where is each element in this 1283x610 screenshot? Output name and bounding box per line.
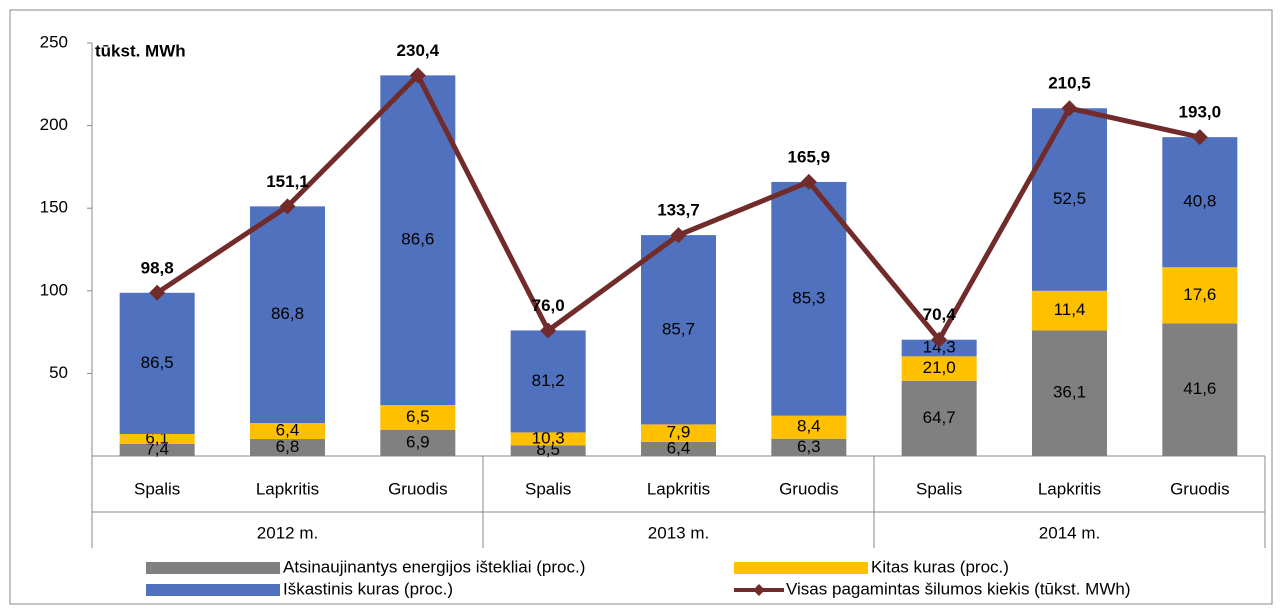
bar-value-label: 52,5	[1053, 189, 1086, 208]
total-value-label: 165,9	[788, 147, 831, 166]
x-tick-label: Gruodis	[388, 479, 448, 498]
total-value-label: 210,5	[1048, 74, 1091, 93]
total-marker	[149, 284, 166, 301]
total-value-label: 230,4	[397, 41, 440, 60]
bar-value-label: 17,6	[1183, 285, 1216, 304]
y-tick-label: 100	[40, 280, 68, 299]
bar-value-label: 7,9	[667, 423, 691, 442]
total-marker	[279, 198, 296, 215]
bar-segment	[380, 404, 456, 430]
total-value-label: 193,0	[1179, 103, 1222, 122]
bar-value-label: 11,4	[1054, 300, 1086, 319]
bar-segment	[641, 424, 716, 442]
x-tick-label: Gruodis	[1170, 479, 1230, 498]
total-marker	[931, 331, 948, 348]
bar-segment	[901, 339, 977, 357]
bar-segment	[250, 439, 325, 456]
bar-segment	[901, 356, 977, 381]
y-tick-label: 200	[40, 115, 68, 134]
total-value-label: 133,7	[657, 201, 700, 220]
bar-segment	[510, 432, 586, 446]
bar-segment	[119, 292, 195, 434]
total-marker	[409, 67, 426, 84]
legend-label: Iškastinis kuras (proc.)	[283, 579, 453, 598]
bar-value-label: 86,8	[271, 304, 304, 323]
bar-value-label: 8,4	[797, 417, 821, 436]
total-marker	[1191, 129, 1208, 146]
legend-label: Kitas kuras (proc.)	[871, 557, 1009, 576]
bar-segment	[1032, 330, 1107, 456]
bar-segment	[1162, 137, 1238, 268]
total-marker	[540, 322, 557, 339]
bar-segment	[510, 445, 586, 456]
x-tick-label: Spalis	[916, 479, 962, 498]
x-tick-label: Lapkritis	[256, 479, 319, 498]
bar-value-label: 85,7	[662, 319, 695, 338]
bar-segment	[380, 75, 456, 405]
bar-segment	[1162, 323, 1238, 456]
bar-segment	[641, 441, 716, 456]
bar-value-label: 64,7	[923, 408, 956, 427]
legend-swatch	[146, 584, 280, 596]
legend-swatch	[146, 562, 280, 574]
bar-segment	[250, 423, 325, 440]
bar-segment	[119, 443, 195, 456]
y-unit-label: tūkst. MWh	[95, 41, 186, 60]
legend-label: Atsinaujinantys energijos ištekliai (pro…	[283, 557, 585, 576]
bar-segment	[510, 330, 586, 433]
total-value-label: 70,4	[923, 305, 957, 324]
bar-segment	[1032, 290, 1107, 331]
bar-segment	[1032, 108, 1107, 291]
bar-segment	[1162, 267, 1238, 324]
bar-segment	[641, 235, 716, 425]
bar-value-label: 10,3	[532, 428, 565, 447]
group-label: 2013 m.	[648, 523, 709, 542]
bar-segment	[380, 429, 456, 456]
total-value-label: 98,8	[141, 258, 174, 277]
x-tick-label: Lapkritis	[1038, 479, 1101, 498]
total-value-label: 151,1	[266, 172, 309, 191]
bar-segment	[119, 433, 195, 444]
bar-value-label: 86,6	[401, 230, 434, 249]
bar-segment	[771, 438, 847, 456]
total-marker	[800, 173, 817, 190]
bar-value-label: 7,4	[145, 439, 169, 458]
legend-label: Visas pagamintas šilumos kiekis (tūkst. …	[786, 579, 1131, 598]
bar-segment	[771, 415, 847, 439]
bar-value-label: 6,4	[276, 421, 300, 440]
bar-segment	[250, 206, 325, 424]
bar-value-label: 85,3	[792, 288, 825, 307]
bar-segment	[771, 181, 847, 416]
bar-value-label: 6,5	[406, 407, 430, 426]
total-value-label: 76,0	[532, 296, 565, 315]
bar-value-label: 40,8	[1183, 192, 1216, 211]
total-marker	[1061, 100, 1078, 117]
legend-marker	[753, 584, 765, 596]
y-tick-label: 250	[40, 32, 68, 51]
x-tick-label: Spalis	[525, 479, 571, 498]
group-label: 2014 m.	[1039, 523, 1100, 542]
x-tick-label: Spalis	[134, 479, 180, 498]
legend-swatch	[734, 562, 868, 574]
x-tick-label: Lapkritis	[647, 479, 710, 498]
bar-value-label: 6,3	[797, 437, 821, 456]
group-label: 2012 m.	[257, 523, 318, 542]
bar-value-label: 6,9	[406, 432, 430, 451]
bar-value-label: 86,5	[141, 353, 174, 372]
total-marker	[670, 227, 687, 244]
y-tick-label: 50	[49, 363, 68, 382]
y-tick-label: 150	[40, 198, 68, 217]
bar-segment	[901, 380, 977, 456]
bar-value-label: 81,2	[532, 371, 565, 390]
bar-value-label: 41,6	[1183, 379, 1216, 398]
bar-value-label: 21,0	[923, 358, 956, 377]
x-tick-label: Gruodis	[779, 479, 839, 498]
bar-value-label: 6,8	[276, 437, 300, 456]
bar-value-label: 6,4	[667, 438, 691, 457]
bar-value-label: 36,1	[1053, 383, 1086, 402]
